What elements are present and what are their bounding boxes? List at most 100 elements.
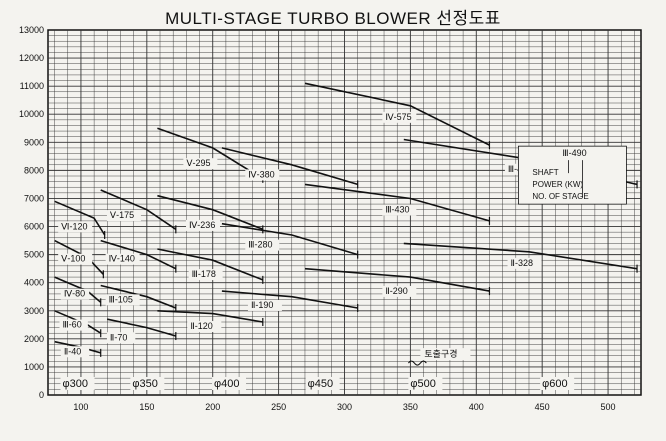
y-tick-label: 13000 xyxy=(19,25,44,35)
diameter-label: φ450 xyxy=(308,378,334,390)
outlet-note-bg xyxy=(420,348,471,361)
diameter-label-bg xyxy=(305,377,340,390)
series-label-bg xyxy=(507,257,542,269)
y-tick-label: 8000 xyxy=(24,165,44,175)
series-line xyxy=(304,267,490,292)
series-line xyxy=(221,147,358,186)
series-label-bg xyxy=(188,269,223,281)
legend-label: Ⅲ-490 xyxy=(562,148,586,158)
series-line xyxy=(54,200,106,236)
x-tick-label: 150 xyxy=(139,402,154,412)
series-line xyxy=(221,290,358,309)
series-label: Ⅲ-280 xyxy=(248,240,272,250)
series-label-bg xyxy=(60,288,90,300)
series-label: Ⅱ-328 xyxy=(511,258,533,268)
diameter-label: φ500 xyxy=(410,378,436,390)
series-label: Ⅵ-120 xyxy=(61,221,87,231)
y-tick-label: 10000 xyxy=(19,109,44,119)
series-label: Ⅳ-140 xyxy=(109,254,135,264)
x-tick-label: 300 xyxy=(337,402,352,412)
series-label-bg xyxy=(58,253,93,265)
series-label: Ⅱ-120 xyxy=(190,321,212,331)
series-label: Ⅳ-80 xyxy=(64,289,85,299)
series-label: Ⅳ-236 xyxy=(189,220,215,230)
series-label: Ⅳ-575 xyxy=(385,112,411,122)
series-line xyxy=(157,310,263,323)
legend-box: Ⅲ-490 SHAFT POWER (KW) NO. OF STAGE xyxy=(518,145,627,205)
x-tick-label: 500 xyxy=(601,402,616,412)
diameter-label-bg xyxy=(60,377,95,390)
series-label: Ⅱ-290 xyxy=(385,286,407,296)
diameter-label-bg xyxy=(408,377,443,390)
y-tick-label: 5000 xyxy=(24,250,44,260)
series-label-bg xyxy=(106,210,141,222)
outlet-note: 토출구경 xyxy=(424,348,457,359)
series-line xyxy=(157,248,264,281)
y-tick-label: 1000 xyxy=(24,362,44,372)
series-label-bg xyxy=(382,204,417,216)
series-line xyxy=(304,183,490,222)
series-label-bg xyxy=(106,332,136,344)
y-tick-label: 0 xyxy=(39,390,44,400)
legend-line: POWER (KW) xyxy=(532,180,583,189)
y-tick-label: 7000 xyxy=(24,193,44,203)
y-tick-label: 12000 xyxy=(19,53,44,63)
series-line xyxy=(403,242,638,270)
x-tick-label: 450 xyxy=(535,402,550,412)
x-tick-label: 400 xyxy=(469,402,484,412)
legend-line: NO. OF STAGE xyxy=(532,192,588,201)
series-label: Ⅲ-178 xyxy=(192,269,216,279)
series-label-bg xyxy=(60,346,90,358)
series-label: Ⅲ-60 xyxy=(62,320,81,330)
series-label-bg xyxy=(186,219,221,231)
series-label: Ⅱ-190 xyxy=(251,300,273,310)
x-tick-label: 350 xyxy=(403,402,418,412)
x-tick-label: 200 xyxy=(205,402,220,412)
series-label-bg xyxy=(187,321,222,333)
series-label-bg xyxy=(382,285,417,297)
series-label-bg xyxy=(245,169,280,181)
series-line xyxy=(100,189,177,230)
series-label-bg xyxy=(183,158,218,170)
diameter-label: φ400 xyxy=(214,378,240,390)
series-line xyxy=(100,239,177,270)
x-tick-label: 100 xyxy=(73,402,88,412)
diameter-label-bg xyxy=(130,377,165,390)
series-label-bg xyxy=(105,253,140,265)
series-line xyxy=(100,284,177,309)
chart-title: MULTI-STAGE TURBO BLOWER 선정도표 xyxy=(165,9,501,28)
series-line xyxy=(304,82,490,146)
axes: 0 1000 2000 3000 4000 5000 6000 7000 8000 9000 100… xyxy=(19,25,616,412)
outlet-note-squiggle xyxy=(407,360,427,366)
series-label: Ⅲ-430 xyxy=(385,205,409,215)
series-label-bg xyxy=(59,319,88,331)
series-label-bg xyxy=(105,294,140,306)
x-tick-label: 250 xyxy=(271,402,286,412)
series-label: Ⅱ-40 xyxy=(64,346,81,356)
series-label: Ⅴ-175 xyxy=(110,210,134,220)
series-line xyxy=(107,318,177,337)
legend-frame xyxy=(518,145,627,205)
diameter-label: φ300 xyxy=(62,378,88,390)
series-line xyxy=(157,127,264,180)
diameter-label-bg xyxy=(540,377,575,390)
legend-line: SHAFT xyxy=(532,168,558,177)
y-tick-label: 2000 xyxy=(24,334,44,344)
series-label: Ⅲ-105 xyxy=(109,294,133,304)
series-label: Ⅴ-100 xyxy=(61,254,85,264)
series-label: Ⅱ-70 xyxy=(110,332,127,342)
diameter-label: φ600 xyxy=(542,378,568,390)
series-line xyxy=(157,194,264,231)
y-tick-label: 3000 xyxy=(24,306,44,316)
series-label-bg xyxy=(382,111,417,123)
grid xyxy=(47,29,642,396)
y-tick-label: 4000 xyxy=(24,278,44,288)
y-tick-label: 11000 xyxy=(20,81,44,91)
series-label: Ⅳ-380 xyxy=(248,169,274,179)
diameter-label: φ350 xyxy=(132,378,158,390)
series-label-bg xyxy=(247,299,282,311)
diameter-label-bg xyxy=(212,377,247,390)
series-label: Ⅴ-295 xyxy=(186,158,210,168)
y-tick-label: 6000 xyxy=(24,222,44,232)
